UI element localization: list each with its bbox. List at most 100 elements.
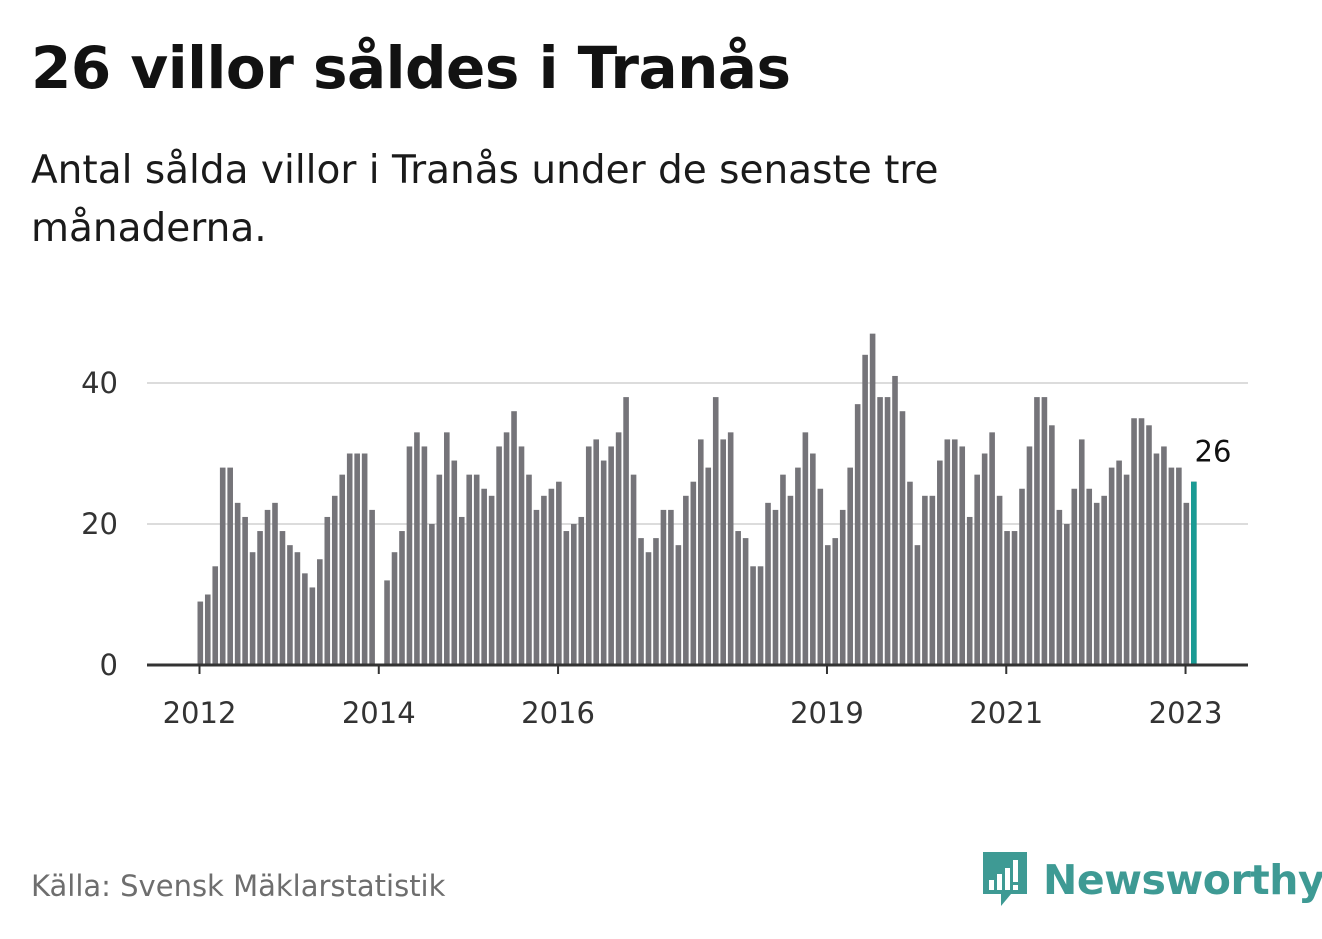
bar xyxy=(892,375,898,665)
bar xyxy=(899,411,906,665)
bar xyxy=(354,453,360,665)
x-tick-label: 2021 xyxy=(969,696,1043,730)
bar xyxy=(309,587,316,665)
bar xyxy=(503,432,510,665)
bar xyxy=(630,474,637,665)
highlight-value-label: 26 xyxy=(1195,435,1232,469)
bar xyxy=(832,538,839,665)
bar xyxy=(802,432,809,665)
x-tick-label: 2016 xyxy=(521,696,595,730)
bar xyxy=(444,432,450,665)
bar xyxy=(608,446,614,665)
bar xyxy=(384,580,390,665)
bar xyxy=(414,432,420,665)
chart-title: 26 villor såldes i Tranås xyxy=(31,34,791,102)
bar xyxy=(526,474,532,665)
bar xyxy=(249,552,256,665)
bar xyxy=(473,474,480,665)
bar xyxy=(660,509,667,665)
bar xyxy=(937,460,943,665)
bar-chart: 0 20 40 26 2012 2014 2016 2019 2021 2023 xyxy=(81,333,1248,730)
bar xyxy=(481,488,487,665)
bar xyxy=(548,488,555,665)
bar xyxy=(884,397,891,665)
bar xyxy=(862,354,868,665)
bar xyxy=(1153,453,1160,665)
bar xyxy=(324,516,331,665)
bar xyxy=(787,495,794,665)
bar xyxy=(533,509,540,665)
bar xyxy=(1004,531,1010,665)
bar xyxy=(391,552,398,665)
y-tick-label: 0 xyxy=(100,648,118,682)
bar xyxy=(1078,439,1085,665)
bar xyxy=(339,474,346,665)
bar xyxy=(951,439,958,665)
labels: 0 20 40 26 2012 2014 2016 2019 2021 2023 xyxy=(81,366,1231,730)
bar xyxy=(212,566,219,665)
x-tick-label: 2012 xyxy=(163,696,237,730)
bar xyxy=(705,467,712,665)
bar xyxy=(429,524,435,665)
bar xyxy=(877,397,883,665)
bar xyxy=(645,552,652,665)
bar xyxy=(257,531,263,665)
bar xyxy=(1093,502,1100,665)
chart-subtitle: Antal sålda villor i Tranås under de sen… xyxy=(31,148,939,251)
bar xyxy=(757,566,764,665)
bar xyxy=(1176,467,1182,665)
bar xyxy=(1011,531,1018,665)
bar xyxy=(817,488,824,665)
bar xyxy=(227,467,233,665)
bar xyxy=(735,531,741,665)
bar xyxy=(197,601,204,665)
newsworthy-logo-icon xyxy=(983,852,1027,906)
bar xyxy=(996,495,1003,665)
bar xyxy=(406,446,413,665)
bar xyxy=(1034,397,1040,665)
axes xyxy=(147,663,1248,674)
newsworthy-logo[interactable]: Newsworthy xyxy=(981,850,1322,910)
bar xyxy=(541,495,547,665)
bar xyxy=(578,516,585,665)
bar xyxy=(683,495,689,665)
bar xyxy=(1056,509,1063,665)
bar xyxy=(1071,488,1078,665)
bar xyxy=(563,531,570,665)
y-tick-label: 20 xyxy=(81,507,118,541)
bar xyxy=(593,439,600,665)
bar xyxy=(780,474,786,665)
bars xyxy=(197,333,1197,665)
bar xyxy=(421,446,428,665)
bar xyxy=(1108,467,1115,665)
bar xyxy=(1101,495,1107,665)
bar xyxy=(697,439,704,665)
x-tick-label: 2019 xyxy=(790,696,864,730)
bar xyxy=(496,446,502,665)
bar xyxy=(317,559,323,665)
bar xyxy=(331,495,338,665)
bar xyxy=(1064,524,1070,665)
bar xyxy=(571,524,577,665)
bar xyxy=(302,573,308,665)
bar xyxy=(1019,488,1025,665)
bar xyxy=(488,495,495,665)
bar xyxy=(436,474,443,665)
bar xyxy=(1026,446,1033,665)
bar xyxy=(944,439,951,665)
bar xyxy=(668,509,674,665)
bar xyxy=(1041,397,1048,665)
bar xyxy=(272,502,278,665)
bar xyxy=(929,495,936,665)
bar xyxy=(638,538,644,665)
bar xyxy=(585,446,592,665)
bar xyxy=(1123,474,1130,665)
bar xyxy=(600,460,607,665)
x-tick-label: 2023 xyxy=(1149,696,1223,730)
bar xyxy=(750,566,756,665)
bar xyxy=(556,481,562,665)
bar xyxy=(854,404,861,665)
source-note: Källa: Svensk Mäklarstatistik xyxy=(31,869,446,903)
bar xyxy=(346,453,353,665)
bar xyxy=(653,538,659,665)
